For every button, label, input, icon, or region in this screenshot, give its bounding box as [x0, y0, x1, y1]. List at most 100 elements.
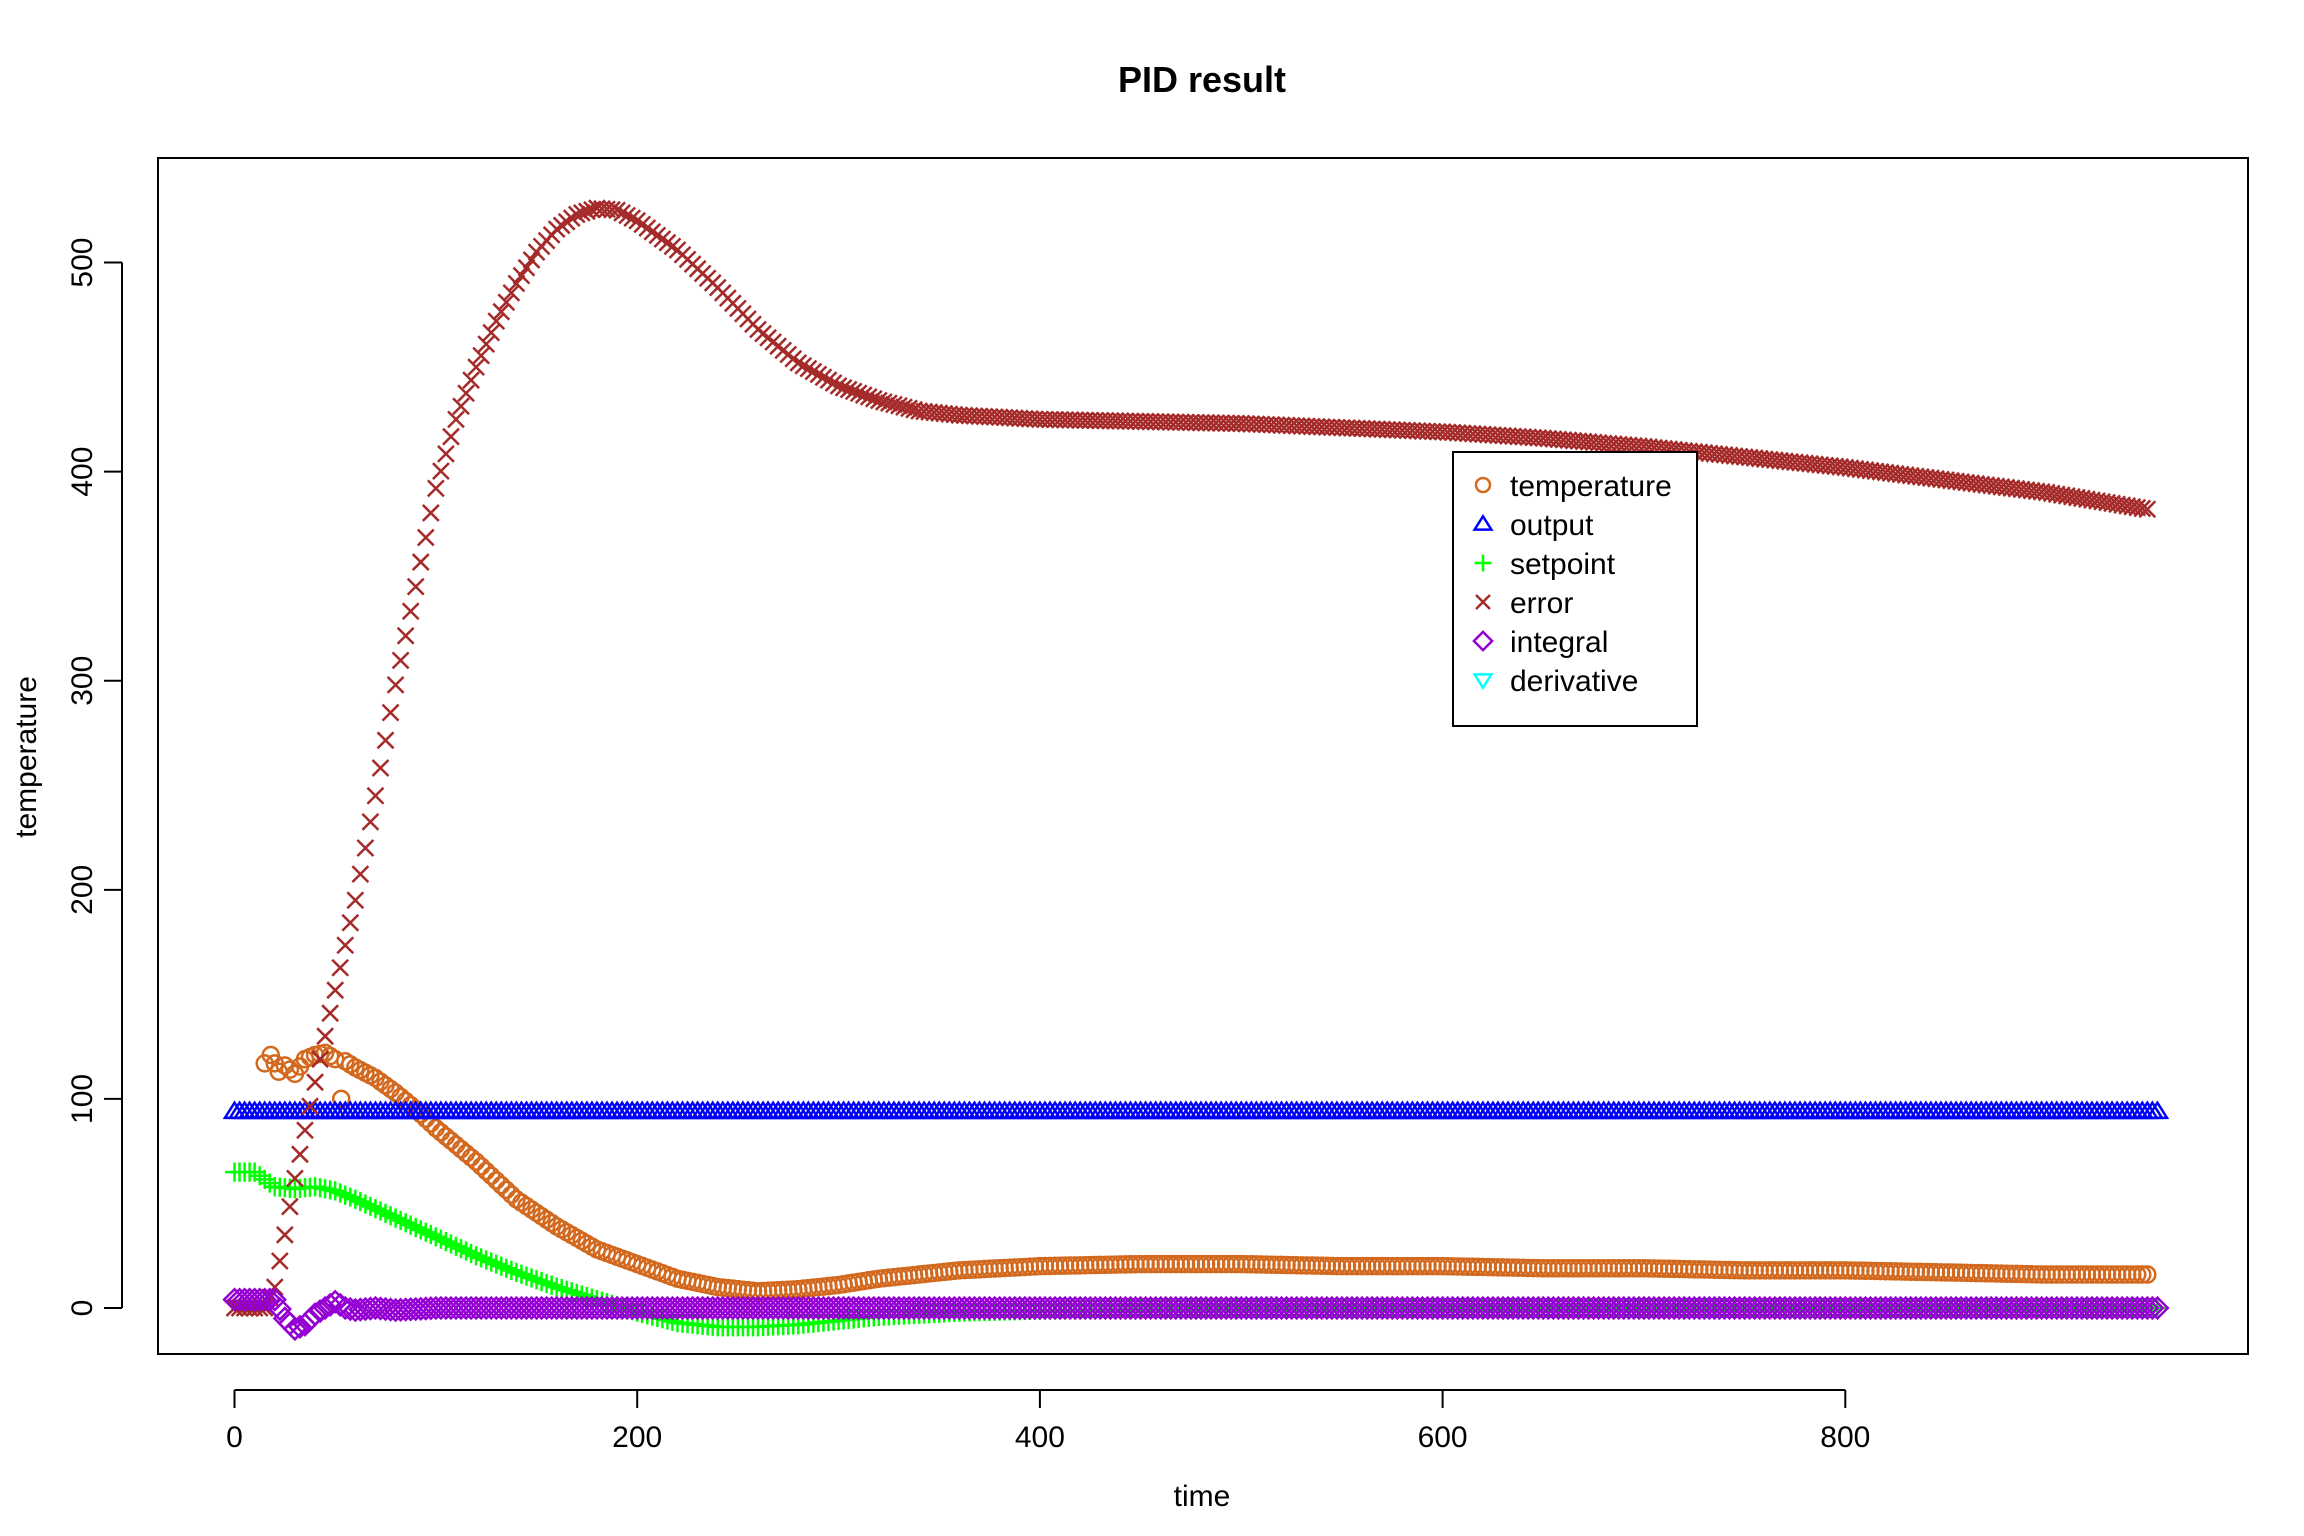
data-marker	[446, 1135, 466, 1155]
data-point	[869, 391, 888, 410]
series-error	[225, 199, 2157, 1317]
data-marker	[809, 365, 828, 384]
data-point	[507, 274, 526, 293]
data-marker	[368, 1296, 393, 1321]
data-marker	[297, 1307, 323, 1332]
data-marker	[859, 388, 878, 406]
data-marker	[623, 209, 642, 227]
data-marker	[542, 1275, 562, 1295]
data-marker	[482, 323, 501, 342]
data-marker	[824, 374, 843, 392]
data-marker	[456, 1241, 476, 1261]
data-marker	[437, 444, 455, 463]
data-marker	[890, 396, 908, 415]
data-point	[385, 1208, 406, 1228]
data-marker	[451, 1239, 471, 1259]
data-marker	[356, 839, 375, 857]
y-tick-label: 500	[66, 238, 99, 288]
data-marker	[255, 1169, 275, 1190]
data-marker	[335, 1185, 355, 1205]
data-marker	[260, 1173, 280, 1193]
series-integral	[222, 1287, 2170, 1342]
data-point	[2145, 1295, 2170, 1321]
data-marker	[900, 399, 918, 418]
data-marker	[336, 936, 355, 955]
legend-marker	[1472, 630, 1494, 652]
data-marker	[874, 392, 893, 411]
series-output	[222, 1100, 2170, 1120]
data-marker	[471, 1248, 491, 1268]
legend-item-setpoint: setpoint	[1474, 548, 1616, 581]
data-point	[2138, 1265, 2157, 1284]
data-point	[262, 1287, 287, 1312]
data-point	[466, 1246, 486, 1266]
x-tick-label: 600	[1418, 1421, 1468, 1454]
data-marker	[834, 378, 853, 397]
data-marker	[321, 1004, 340, 1023]
data-marker	[401, 602, 420, 621]
data-marker	[476, 1250, 496, 1270]
data-marker	[441, 1234, 461, 1254]
legend-label: integral	[1510, 626, 1608, 659]
data-marker	[531, 1272, 552, 1292]
data-point	[363, 1295, 388, 1321]
data-marker	[267, 1296, 292, 1322]
data-marker	[491, 1256, 511, 1276]
data-marker	[481, 1166, 501, 1185]
legend-item-integral: integral	[1472, 626, 1608, 659]
data-point	[2145, 1100, 2170, 1120]
data-point	[829, 377, 848, 395]
data-marker	[819, 371, 838, 390]
y-tick-label: 0	[66, 1300, 99, 1317]
data-marker	[380, 1206, 401, 1226]
legend-box	[1452, 451, 1698, 727]
x-tick-label: 800	[1820, 1421, 1870, 1454]
y-tick-label: 400	[66, 447, 99, 497]
data-marker	[287, 1314, 313, 1339]
legend-label: setpoint	[1510, 548, 1616, 581]
data-marker	[391, 1210, 411, 1231]
data-marker	[885, 395, 903, 414]
y-tick-label: 200	[66, 865, 99, 915]
data-point	[567, 205, 586, 224]
legend-marker	[1475, 594, 1491, 610]
data-marker	[2135, 1295, 2160, 1321]
data-point	[547, 1277, 567, 1297]
data-marker	[2133, 499, 2152, 518]
data-marker	[477, 335, 496, 353]
data-marker	[270, 1252, 289, 1270]
data-marker	[794, 356, 813, 375]
data-marker	[457, 384, 475, 403]
legend-label: temperature	[1510, 470, 1672, 503]
data-marker	[2140, 1295, 2165, 1321]
data-marker	[446, 1236, 466, 1256]
data-marker	[854, 386, 873, 404]
data-point	[426, 1227, 446, 1247]
data-marker	[280, 1197, 299, 1216]
data-point	[386, 676, 405, 694]
data-marker	[331, 958, 350, 977]
data-point	[302, 1302, 328, 1327]
data-marker	[521, 1268, 542, 1288]
data-marker	[481, 1252, 501, 1272]
legend-marker	[1472, 673, 1494, 691]
data-marker	[537, 1273, 557, 1294]
data-marker	[370, 1201, 391, 1221]
data-point	[325, 1181, 345, 1201]
data-marker	[461, 1148, 481, 1167]
data-marker	[567, 1283, 587, 1303]
data-point	[466, 1152, 486, 1171]
legend-label: derivative	[1510, 665, 1638, 698]
data-marker	[432, 462, 450, 480]
data-marker	[411, 1220, 431, 1240]
legend-item-error: error	[1475, 587, 1573, 620]
data-marker	[487, 1171, 506, 1190]
data-marker	[421, 1224, 441, 1245]
data-marker	[351, 865, 370, 884]
data-point	[2138, 500, 2157, 519]
series-temperature	[255, 1043, 2157, 1301]
legend-marker	[1472, 513, 1494, 531]
data-point	[487, 312, 506, 330]
data-marker	[376, 731, 395, 750]
